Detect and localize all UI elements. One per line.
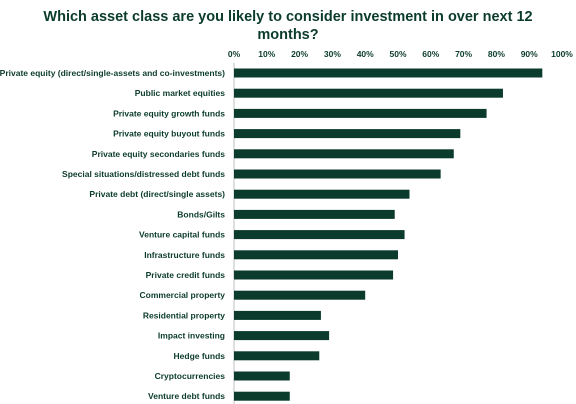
bar — [234, 351, 320, 361]
category-label: Commercial property — [140, 290, 226, 300]
x-tick-label: 20% — [291, 49, 308, 59]
bar — [234, 270, 394, 280]
bar — [234, 88, 503, 98]
bar — [234, 391, 290, 401]
category-label: Venture capital funds — [139, 230, 225, 240]
x-axis-ticks: 0% 10% 20% 30% 40% 50% 60% 70% 80% 90% 100% — [228, 49, 573, 59]
bar — [234, 169, 441, 179]
x-tick-label: 80% — [488, 49, 505, 59]
bar — [234, 149, 454, 159]
category-label: Bonds/Gilts — [177, 209, 225, 219]
bar — [234, 230, 405, 240]
x-tick-label: 0% — [228, 49, 241, 59]
x-tick-label: 100% — [551, 49, 573, 59]
x-tick-label: 40% — [357, 49, 374, 59]
category-label: Private credit funds — [146, 270, 226, 280]
bar — [234, 108, 487, 118]
category-label: Public market equities — [135, 88, 225, 98]
bar — [234, 189, 410, 199]
bar — [234, 209, 395, 219]
category-label: Venture debt funds — [148, 391, 225, 401]
x-tick-label: 10% — [258, 49, 275, 59]
category-label: Hedge funds — [174, 351, 226, 361]
category-label: Private debt (direct/single assets) — [89, 189, 225, 199]
bar — [234, 310, 321, 320]
x-tick-label: 30% — [324, 49, 341, 59]
x-tick-label: 50% — [389, 49, 406, 59]
bar — [234, 250, 398, 260]
x-tick-label: 70% — [455, 49, 472, 59]
x-tick-label: 60% — [422, 49, 439, 59]
chart-title-line-2: months? — [257, 27, 318, 43]
x-tick-label: 90% — [521, 49, 538, 59]
category-label: Residential property — [143, 310, 225, 320]
category-label: Special situations/distressed debt funds — [62, 169, 225, 179]
category-label: Private equity secondaries funds — [92, 149, 225, 159]
bar — [234, 68, 543, 78]
category-label: Infrastructure funds — [144, 250, 225, 260]
chart-title-line-1: Which asset class are you likely to cons… — [43, 9, 532, 25]
category-label: Private equity (direct/single-assets and… — [0, 68, 225, 78]
category-label: Private equity buyout funds — [113, 129, 225, 139]
bar — [234, 129, 461, 139]
bar — [234, 290, 366, 300]
category-label: Private equity growth funds — [113, 108, 225, 118]
category-labels: Private equity (direct/single-assets and… — [0, 68, 225, 401]
category-label: Cryptocurrencies — [155, 371, 226, 381]
category-label: Impact investing — [158, 331, 225, 341]
bars — [234, 68, 543, 401]
bar — [234, 371, 290, 381]
bar — [234, 331, 330, 341]
